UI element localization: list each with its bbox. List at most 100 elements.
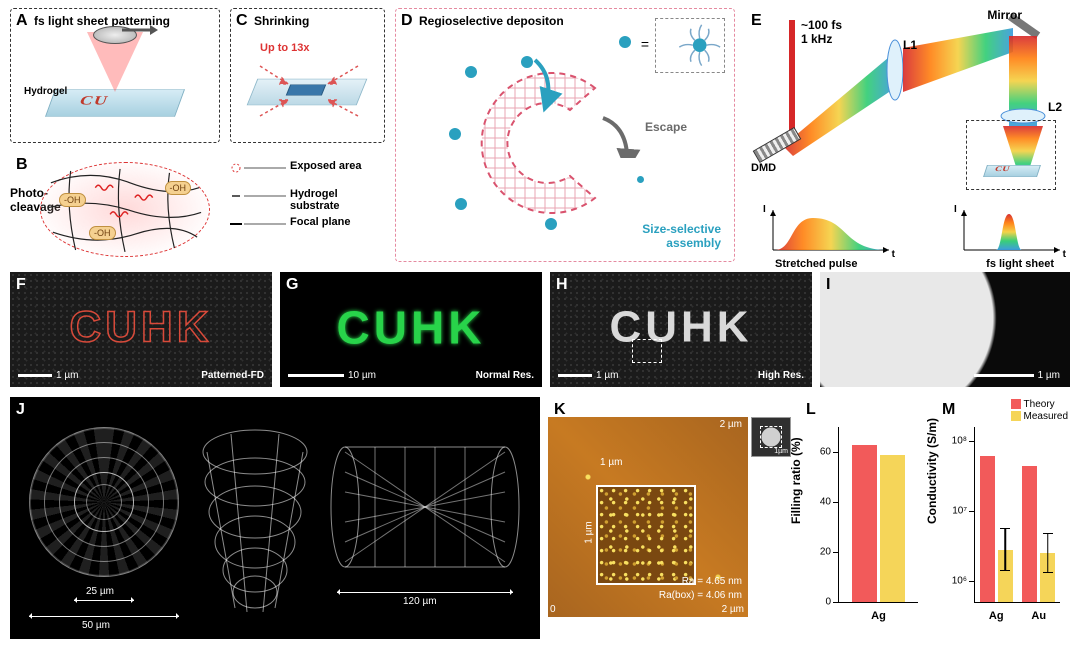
legend-focal: Focal plane <box>290 216 351 228</box>
xlabel: Au <box>1031 610 1046 622</box>
escape-label: Escape <box>645 120 687 134</box>
cleavage-ellipse: -OH -OH -OH <box>40 162 210 257</box>
flow-arrows-icon <box>395 8 695 158</box>
scalebar: 1 µm <box>974 370 1060 381</box>
dim-length: 120 µm <box>403 596 437 607</box>
stretched-pulse-graph: I t <box>763 206 893 258</box>
legend-substrate: Hydrogel substrate <box>290 188 390 212</box>
mirror-label: Mirror <box>987 8 1022 22</box>
ra-label: Ra = 4.65 nm <box>682 576 742 587</box>
outer-scale-tl: 2 µm <box>720 419 742 430</box>
scalebar-label: 1 µm <box>1038 370 1060 381</box>
panel-h: H CUHK 1 µm High Res. <box>550 272 812 387</box>
xlabel: Ag <box>871 610 886 622</box>
legend-exposed: Exposed area <box>290 160 362 172</box>
assembly-label: Size-selective assembly <box>642 222 721 250</box>
legend-label: Theory <box>1024 399 1055 410</box>
plot-area: 10⁶10⁷10⁸AgAu <box>974 427 1060 603</box>
legend-theory: Theory <box>1011 399 1068 411</box>
front-view: 25 µm 50 µm <box>24 412 184 624</box>
oh-badge: -OH <box>59 193 86 207</box>
scalebar: 1 µm <box>18 370 78 381</box>
panel-m: M Theory Measured Conductivity (S/m) 10⁶… <box>936 397 1070 639</box>
axis-max: 2 µm <box>722 604 744 615</box>
afm-inner-box <box>596 485 696 585</box>
panel-c: C Shrinking Up to 13x <box>230 8 385 143</box>
cuhk-outline: CUHK <box>69 302 212 352</box>
scalebar-label: 10 µm <box>348 370 376 381</box>
panel-i-label: I <box>826 276 830 294</box>
nanoparticle-dot-icon <box>545 218 557 230</box>
panel-b-label: B <box>16 156 28 174</box>
panel-c-label: C <box>236 12 248 30</box>
dim-line <box>29 616 179 617</box>
hydrogel-pattern-text: CU <box>77 93 110 108</box>
ylabel: Conductivity (S/m) <box>925 418 939 524</box>
panel-j: J 25 µm 50 µm <box>10 397 540 639</box>
legend-column: Exposed area Hydrogel substrate Focal pl… <box>228 156 390 261</box>
side-mesh-icon <box>325 412 525 622</box>
inner-scale-left: 1 µm <box>584 521 595 543</box>
plot-area: 0204060Ag <box>838 427 918 603</box>
panel-f: F CUHK 1 µm Patterned-FD <box>10 272 272 387</box>
dim-inner: 25 µm <box>86 586 114 597</box>
sheet-label: fs light sheet <box>986 258 1054 270</box>
hatch-icon <box>29 427 179 577</box>
stretched-label: Stretched pulse <box>775 258 858 270</box>
fs-sheet-graph: I t <box>954 206 1064 258</box>
conductivity-chart: Conductivity (S/m) 10⁶10⁷10⁸AgAu <box>936 419 1066 629</box>
panel-g-label: G <box>286 276 298 294</box>
sample-text: CU <box>994 166 1011 174</box>
panel-b: B Photo- cleavage -OH -OH -OH <box>10 152 220 262</box>
dmd-label: DMD <box>751 162 776 174</box>
axis-0: 0 <box>550 604 556 615</box>
scalebar-bar <box>18 374 52 377</box>
source-label: ~100 fs 1 kHz <box>801 18 842 46</box>
inset-scale: 1µm <box>774 448 788 455</box>
scalebar-bar <box>974 374 1034 377</box>
panel-k: K 1 µm 1 µm 2 µm Ra = 4.65 nm Ra(box) = … <box>548 397 791 639</box>
scalebar-label: 1 µm <box>56 370 78 381</box>
nanoparticle-small-dot-icon <box>637 176 644 183</box>
panel-a: A fs light sheet patterning CU Hydrogel <box>10 8 220 143</box>
bar <box>852 445 877 603</box>
sem-inset: 1µm <box>751 417 791 457</box>
panel-g-tag: Normal Res. <box>476 370 534 381</box>
ylabel: Filling ratio (%) <box>789 437 803 524</box>
zoom-box-icon <box>632 339 662 363</box>
panel-f-label: F <box>16 276 26 294</box>
cuhk-green: CUHK <box>337 300 486 354</box>
panel-k-label: K <box>554 401 566 419</box>
oh-badge: -OH <box>165 181 192 195</box>
l1-label: L1 <box>903 38 917 52</box>
inset-box-icon <box>760 426 782 448</box>
sample-slab-icon <box>983 165 1041 177</box>
panel-f-tag: Patterned-FD <box>201 370 264 381</box>
sample-box: CU <box>966 120 1056 190</box>
xlabel: Ag <box>989 610 1004 622</box>
scalebar-bar <box>288 374 344 377</box>
axis-t: t <box>892 249 895 260</box>
bar <box>880 455 905 603</box>
panel-j-label: J <box>16 401 25 419</box>
l2-label: L2 <box>1048 100 1062 114</box>
bar <box>1022 466 1037 603</box>
panel-l-label: L <box>806 401 816 419</box>
side-view: 120 µm <box>325 412 525 624</box>
filling-ratio-chart: Filling ratio (%) 0204060Ag <box>800 419 924 629</box>
dim-outer: 50 µm <box>82 620 110 631</box>
hydrogel-label: Hydrogel <box>24 86 67 97</box>
axis-I: I <box>763 204 766 215</box>
axis-t: t <box>1063 249 1066 260</box>
panel-e: E ~100 fs 1 kHz Mi <box>745 8 1070 262</box>
panel-l: L Filling ratio (%) 0204060Ag <box>800 397 928 639</box>
legend-swatch-icon <box>1011 399 1021 409</box>
axis-I: I <box>954 204 957 215</box>
scalebar-label: 1 µm <box>596 370 618 381</box>
panel-a-label: A <box>16 12 28 30</box>
panel-m-label: M <box>942 401 955 419</box>
ra-box-label: Ra(box) = 4.06 nm <box>659 590 742 601</box>
panel-h-tag: High Res. <box>758 370 804 381</box>
oh-badge: -OH <box>89 226 116 240</box>
scalebar-bar <box>558 374 592 377</box>
